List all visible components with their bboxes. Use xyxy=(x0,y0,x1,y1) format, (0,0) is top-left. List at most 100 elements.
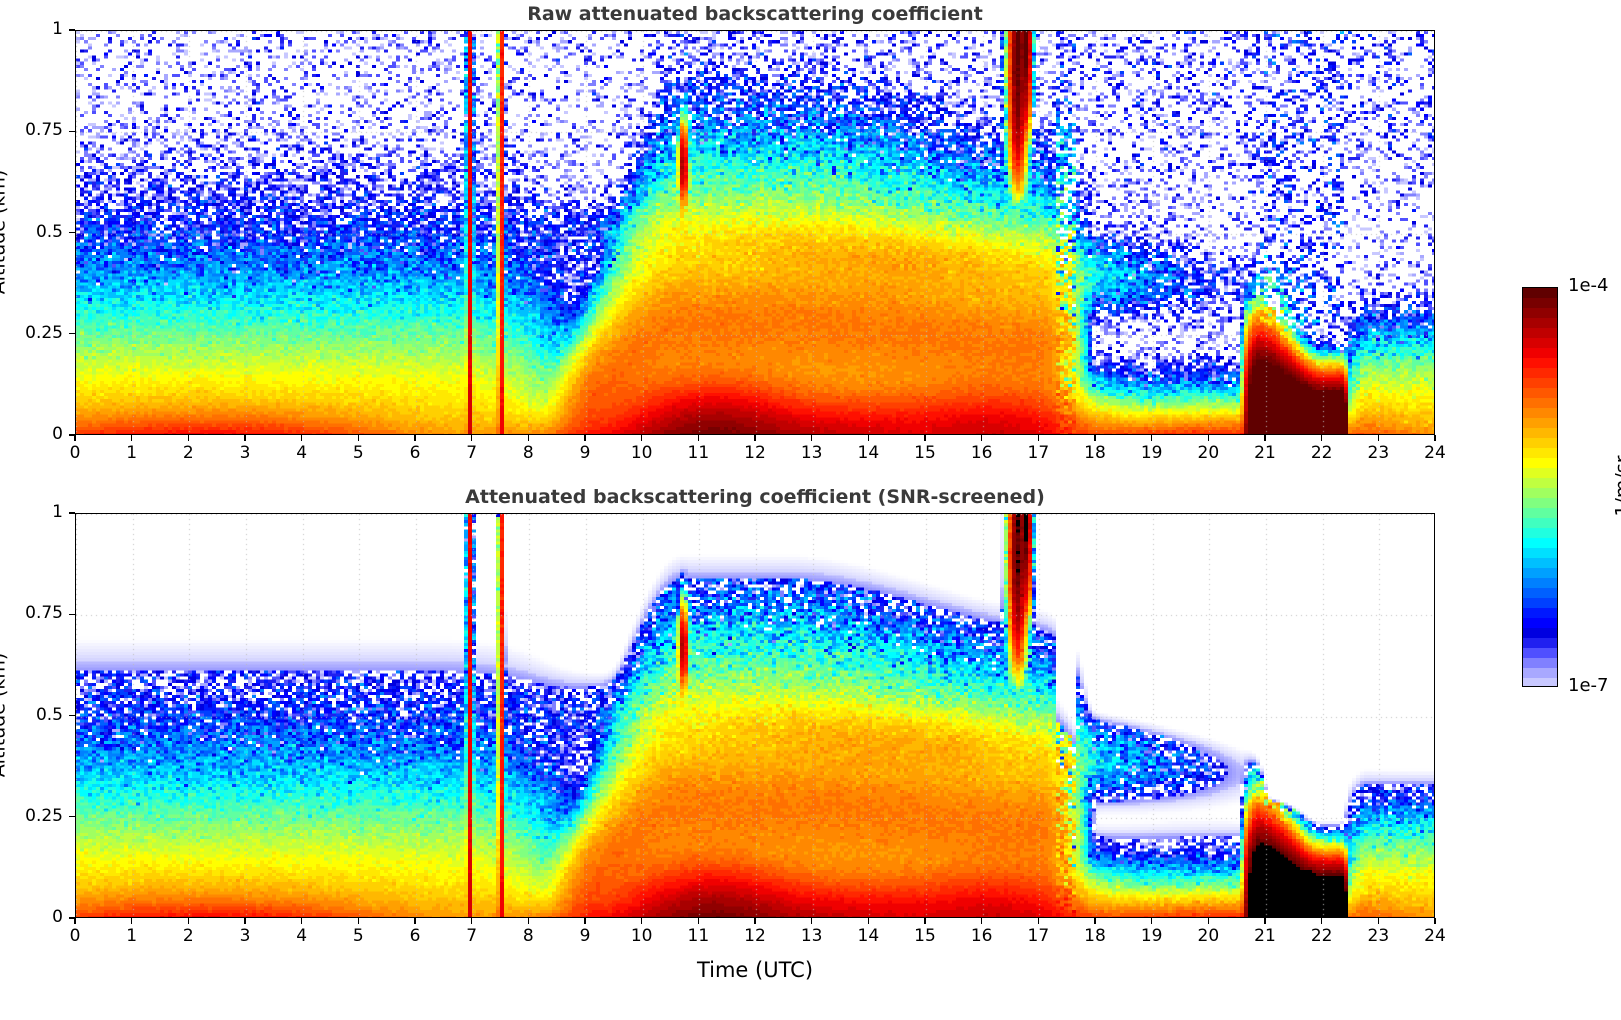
y-tick-label: 0.75 xyxy=(25,603,63,624)
x-tick-mark xyxy=(357,435,359,441)
x-tick-mark xyxy=(584,918,586,924)
x-tick-label: 18 xyxy=(1084,443,1106,463)
x-tick-mark xyxy=(527,918,529,924)
grid-overlay-panel-raw xyxy=(76,31,1434,434)
x-tick-label: 13 xyxy=(800,926,823,946)
y-tick-label: 0 xyxy=(52,907,63,927)
x-tick-label: 24 xyxy=(1424,443,1446,463)
x-tick-mark xyxy=(924,918,926,924)
x-tick-mark xyxy=(1264,435,1266,441)
x-tick-label: 0 xyxy=(69,443,81,463)
x-tick-label: 7 xyxy=(466,926,478,946)
panel-title-2: Attenuated backscattering coefficient (S… xyxy=(465,486,1045,508)
y-tick-mark xyxy=(69,816,75,818)
x-tick-mark xyxy=(471,918,473,924)
y-tick-label: 0.25 xyxy=(25,805,63,826)
x-tick-mark xyxy=(471,435,473,441)
y-tick-mark xyxy=(69,231,75,234)
colorbar-max-label: 1e-4 xyxy=(1568,275,1609,296)
y-tick-mark xyxy=(69,714,75,717)
colorbar-min-label: 1e-7 xyxy=(1568,675,1609,696)
x-axis-label: Time (UTC) xyxy=(696,958,814,982)
x-tick-label: 4 xyxy=(296,926,308,946)
x-tick-label: 7 xyxy=(466,443,478,463)
y-tick-mark xyxy=(69,29,75,31)
y-axis-label-panel-raw: Altitude (km) xyxy=(0,169,9,294)
y-tick-mark xyxy=(69,917,75,919)
x-tick-label: 19 xyxy=(1140,926,1163,946)
plot-area-panel-screened[interactable] xyxy=(75,513,1435,918)
x-tick-mark xyxy=(584,435,586,441)
x-tick-mark xyxy=(1207,435,1209,441)
y-tick-label: 0.5 xyxy=(35,704,63,725)
x-tick-mark xyxy=(1321,918,1323,924)
x-tick-mark xyxy=(1434,435,1436,441)
x-tick-mark xyxy=(1037,918,1039,924)
x-tick-mark xyxy=(811,435,813,441)
y-tick-label: 0.5 xyxy=(35,221,63,242)
x-tick-label: 18 xyxy=(1084,926,1106,946)
y-tick-mark xyxy=(69,333,75,335)
x-tick-label: 1 xyxy=(126,443,138,463)
y-tick-mark xyxy=(69,130,75,132)
x-tick-label: 9 xyxy=(579,443,591,463)
x-tick-label: 2 xyxy=(182,443,194,463)
x-tick-mark xyxy=(357,918,359,924)
x-tick-label: 5 xyxy=(352,443,364,463)
x-tick-mark xyxy=(414,435,416,441)
x-tick-label: 22 xyxy=(1310,443,1333,463)
y-tick-mark xyxy=(69,512,75,514)
x-tick-mark xyxy=(867,435,869,441)
x-tick-label: 13 xyxy=(800,443,823,463)
x-tick-mark xyxy=(754,918,756,924)
x-tick-mark xyxy=(867,918,869,924)
x-tick-label: 10 xyxy=(630,926,653,946)
x-tick-mark xyxy=(754,435,756,441)
x-tick-label: 3 xyxy=(239,443,251,463)
colorbar[interactable] xyxy=(1522,287,1558,687)
x-tick-label: 5 xyxy=(352,926,364,946)
y-tick-mark xyxy=(69,434,75,436)
plot-area-panel-raw[interactable] xyxy=(75,30,1435,435)
x-tick-label: 11 xyxy=(687,926,710,946)
x-tick-label: 10 xyxy=(630,443,653,463)
y-axis-label-panel-screened: Altitude (km) xyxy=(0,652,9,777)
x-tick-mark xyxy=(641,918,643,924)
x-tick-mark xyxy=(301,435,303,441)
x-tick-mark xyxy=(244,918,246,924)
x-tick-mark xyxy=(187,435,189,441)
colorbar-gradient xyxy=(1523,288,1557,686)
x-tick-label: 3 xyxy=(239,926,251,946)
x-tick-mark xyxy=(1434,918,1436,924)
x-tick-mark xyxy=(131,918,133,924)
x-tick-label: 12 xyxy=(744,443,766,463)
x-tick-label: 17 xyxy=(1027,443,1050,463)
x-tick-mark xyxy=(641,435,643,441)
x-tick-label: 2 xyxy=(182,926,194,946)
x-tick-mark xyxy=(301,918,303,924)
x-tick-mark xyxy=(414,918,416,924)
x-tick-label: 8 xyxy=(522,443,534,463)
x-tick-mark xyxy=(131,435,133,441)
x-tick-mark xyxy=(1377,918,1379,924)
x-tick-label: 6 xyxy=(409,926,421,946)
grid-overlay-panel-screened xyxy=(76,514,1434,917)
x-tick-label: 24 xyxy=(1424,926,1446,946)
x-tick-mark xyxy=(1321,435,1323,441)
x-tick-label: 14 xyxy=(857,443,880,463)
panel-title-1: Raw attenuated backscattering coefficien… xyxy=(527,3,983,25)
x-tick-label: 12 xyxy=(744,926,766,946)
x-tick-label: 15 xyxy=(914,926,936,946)
x-tick-label: 22 xyxy=(1310,926,1333,946)
x-tick-mark xyxy=(1207,918,1209,924)
x-tick-mark xyxy=(1037,435,1039,441)
x-tick-label: 9 xyxy=(579,926,591,946)
x-tick-mark xyxy=(187,918,189,924)
x-tick-label: 16 xyxy=(970,443,993,463)
y-tick-label: 1 xyxy=(52,19,63,39)
x-tick-label: 23 xyxy=(1367,443,1390,463)
x-tick-mark xyxy=(74,918,76,924)
colorbar-axis-label: 1/m/sr xyxy=(1611,455,1621,517)
x-tick-mark xyxy=(924,435,926,441)
